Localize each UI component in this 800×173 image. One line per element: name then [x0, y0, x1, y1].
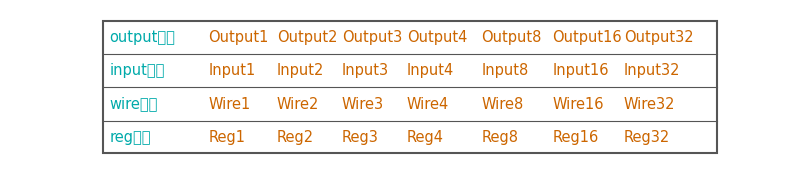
Text: Input4: Input4	[407, 63, 454, 78]
Text: reg信号: reg信号	[110, 130, 151, 145]
Text: input信号: input信号	[110, 63, 165, 78]
Text: Reg16: Reg16	[553, 130, 599, 145]
Text: output信号: output信号	[110, 30, 175, 45]
Text: Input2: Input2	[277, 63, 324, 78]
Text: Input8: Input8	[482, 63, 529, 78]
Text: wire信号: wire信号	[110, 97, 158, 112]
Text: Wire1: Wire1	[209, 97, 250, 112]
Text: Output16: Output16	[553, 30, 622, 45]
FancyBboxPatch shape	[103, 21, 717, 153]
Text: Output4: Output4	[407, 30, 467, 45]
Text: Wire3: Wire3	[342, 97, 384, 112]
Text: Wire4: Wire4	[407, 97, 449, 112]
Text: Reg1: Reg1	[209, 130, 246, 145]
Text: Output3: Output3	[342, 30, 402, 45]
Text: Reg2: Reg2	[277, 130, 314, 145]
Text: Reg4: Reg4	[407, 130, 444, 145]
Text: Output1: Output1	[209, 30, 269, 45]
Text: Wire2: Wire2	[277, 97, 319, 112]
Text: Reg3: Reg3	[342, 130, 378, 145]
Text: Output8: Output8	[482, 30, 542, 45]
Text: Input3: Input3	[342, 63, 389, 78]
Text: Output2: Output2	[277, 30, 338, 45]
Text: Reg32: Reg32	[624, 130, 670, 145]
Text: Input32: Input32	[624, 63, 680, 78]
Text: Wire8: Wire8	[482, 97, 523, 112]
Text: Reg8: Reg8	[482, 130, 518, 145]
Text: Wire16: Wire16	[553, 97, 604, 112]
Text: Output32: Output32	[624, 30, 694, 45]
Text: Input1: Input1	[209, 63, 256, 78]
Text: Input16: Input16	[553, 63, 609, 78]
Text: Wire32: Wire32	[624, 97, 675, 112]
